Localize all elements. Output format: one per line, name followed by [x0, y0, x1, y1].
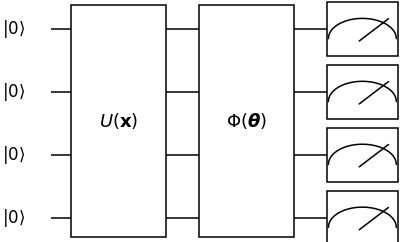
Bar	[326, 2, 397, 56]
Text: $|0\rangle$: $|0\rangle$	[2, 81, 25, 103]
Text: $\Phi(\boldsymbol{\theta})$: $\Phi(\boldsymbol{\theta})$	[226, 111, 266, 131]
Text: $|0\rangle$: $|0\rangle$	[2, 207, 25, 229]
Bar	[326, 191, 397, 242]
Bar	[326, 65, 397, 119]
Text: $U(\mathbf{x})$: $U(\mathbf{x})$	[99, 111, 138, 131]
Bar	[198, 5, 294, 237]
Text: $|0\rangle$: $|0\rangle$	[2, 18, 25, 40]
Bar	[71, 5, 166, 237]
Text: $|0\rangle$: $|0\rangle$	[2, 144, 25, 166]
Bar	[326, 128, 397, 182]
